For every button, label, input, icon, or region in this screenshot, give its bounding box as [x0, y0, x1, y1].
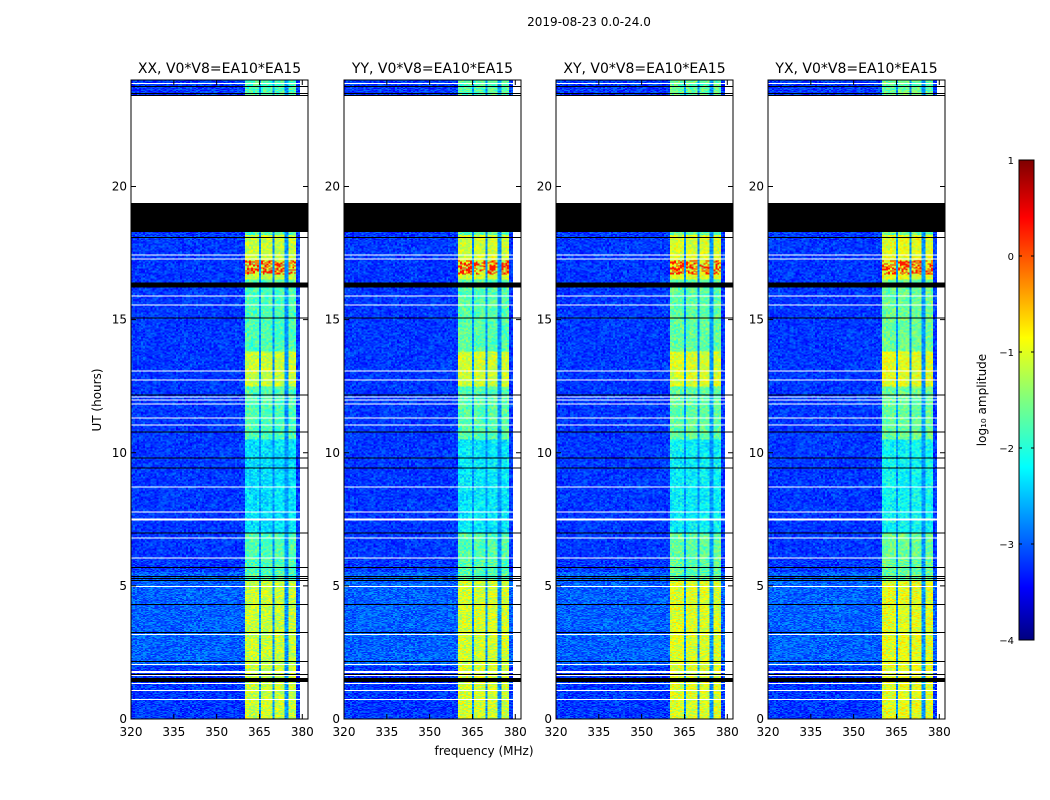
panel-xx: XX, V0*V8=EA10*EA15 0 5 10 15 20 320 335 350 365 3…	[112, 61, 314, 739]
panel-title: XX, V0*V8=EA10*EA15	[138, 61, 301, 77]
panel-title: YY, V0*V8=EA10*EA15	[351, 61, 513, 77]
x-tick-label: 365	[885, 725, 908, 739]
y-tick-label: 15	[325, 313, 340, 327]
panel-frame	[555, 79, 734, 720]
colorbar-tick-label: 0	[1008, 252, 1014, 263]
x-tick-label: 350	[418, 725, 441, 739]
panel-frame	[767, 79, 946, 720]
x-tick-label: 380	[504, 725, 527, 739]
colorbar-ticks: 1 0 −1 −2 −3 −4	[999, 156, 1034, 647]
x-tick-label: 335	[162, 725, 185, 739]
panel-heatmap	[556, 80, 733, 719]
panels: XX, V0*V8=EA10*EA15 0 5 10 15 20 320 335 350 365 3…	[112, 61, 951, 739]
x-tick-label: 320	[333, 725, 356, 739]
y-tick-label: 10	[749, 446, 764, 460]
x-tick-label: 365	[248, 725, 271, 739]
y-tick-label: 10	[537, 446, 552, 460]
panel-heatmap	[344, 80, 521, 719]
y-tick-label: 0	[332, 712, 340, 726]
y-tick-label: 15	[537, 313, 552, 327]
x-tick-label: 365	[673, 725, 696, 739]
x-tick-label: 335	[799, 725, 822, 739]
panel-yx: YX, V0*V8=EA10*EA15 0 5 10 15 20 320 335 350 365 3…	[749, 61, 951, 739]
x-tick-label: 335	[587, 725, 610, 739]
x-tick-label: 350	[842, 725, 865, 739]
y-tick-label: 5	[332, 579, 340, 593]
figure-title: 2019-08-23 0.0-24.0	[527, 15, 651, 29]
x-tick-label: 335	[375, 725, 398, 739]
panel-frame	[343, 79, 522, 720]
y-tick-label: 20	[112, 180, 127, 194]
y-tick-label: 0	[544, 712, 552, 726]
colorbar-tick-label: −1	[999, 348, 1014, 359]
panel-title: XY, V0*V8=EA10*EA15	[563, 61, 725, 77]
colorbar-tick-label: 1	[1008, 156, 1014, 167]
y-tick-label: 0	[756, 712, 764, 726]
y-tick-label: 15	[112, 313, 127, 327]
panel-frame	[130, 79, 309, 720]
colorbar-tick-label: −2	[999, 444, 1014, 455]
panel-xy: XY, V0*V8=EA10*EA15 0 5 10 15 20 320 335 350 365 3…	[537, 61, 739, 739]
x-tick-label: 380	[291, 725, 314, 739]
panel-heatmap	[131, 80, 308, 719]
x-tick-label: 380	[928, 725, 951, 739]
x-tick-label: 320	[757, 725, 780, 739]
x-axis-label: frequency (MHz)	[434, 744, 533, 758]
y-tick-label: 20	[537, 180, 552, 194]
x-tick-label: 380	[716, 725, 739, 739]
colorbar-gradient	[1018, 159, 1035, 641]
y-tick-label: 5	[756, 579, 764, 593]
x-tick-label: 365	[461, 725, 484, 739]
x-tick-label: 350	[630, 725, 653, 739]
panel-heatmap	[768, 80, 945, 719]
y-tick-label: 10	[325, 446, 340, 460]
y-tick-label: 0	[119, 712, 127, 726]
y-tick-label: 20	[749, 180, 764, 194]
y-tick-label: 5	[544, 579, 552, 593]
colorbar-tick-label: −4	[999, 636, 1014, 647]
panel-title: YX, V0*V8=EA10*EA15	[774, 61, 937, 77]
y-axis-label: UT (hours)	[90, 368, 104, 431]
y-tick-label: 5	[119, 579, 127, 593]
y-tick-label: 10	[112, 446, 127, 460]
x-tick-label: 350	[205, 725, 228, 739]
x-tick-label: 320	[120, 725, 143, 739]
y-tick-label: 20	[325, 180, 340, 194]
colorbar-label: log₁₀ amplitude	[975, 354, 989, 446]
colorbar-tick-label: −3	[999, 540, 1014, 551]
x-tick-label: 320	[545, 725, 568, 739]
panel-yy: YY, V0*V8=EA10*EA15 0 5 10 15 20 320 335 350 365 3…	[325, 61, 527, 739]
colorbar: 1 0 −1 −2 −3 −4 log₁₀ amplitude	[975, 156, 1035, 647]
y-tick-label: 15	[749, 313, 764, 327]
